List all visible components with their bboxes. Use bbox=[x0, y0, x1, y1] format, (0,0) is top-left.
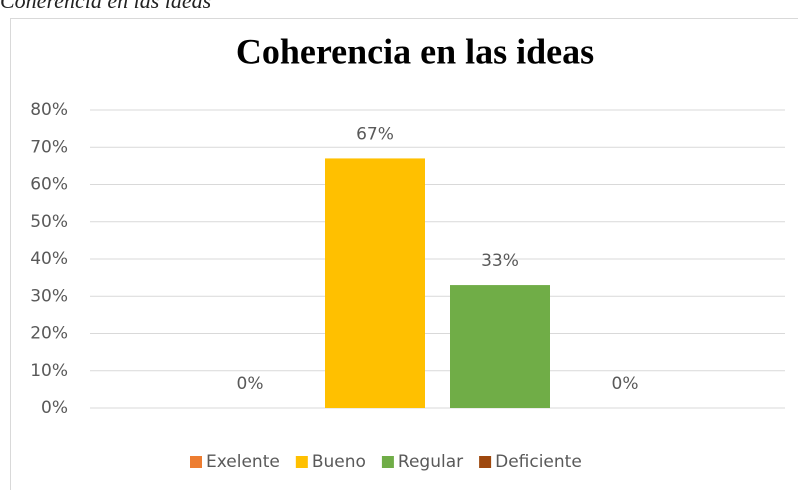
data-label: 33% bbox=[481, 251, 519, 271]
legend-label: Bueno bbox=[312, 452, 366, 472]
data-label: 0% bbox=[612, 374, 639, 394]
chart-title: Coherencia en las ideas bbox=[236, 31, 594, 71]
bar bbox=[325, 158, 425, 408]
legend-label: Exelente bbox=[206, 452, 280, 472]
y-tick-label: 50% bbox=[30, 212, 68, 232]
data-label: 67% bbox=[356, 124, 394, 144]
y-tick-label: 0% bbox=[41, 398, 68, 418]
y-tick-label: 10% bbox=[30, 361, 68, 381]
y-tick-label: 70% bbox=[30, 137, 68, 157]
legend-swatch bbox=[296, 456, 308, 468]
legend-label: Deficiente bbox=[495, 452, 582, 472]
legend-swatch bbox=[479, 456, 491, 468]
y-tick-label: 40% bbox=[30, 249, 68, 269]
y-tick-label: 80% bbox=[30, 100, 68, 120]
legend-label: Regular bbox=[398, 452, 463, 472]
y-tick-label: 30% bbox=[30, 286, 68, 306]
caption: Coherencia en las ideas bbox=[0, 0, 211, 13]
data-label: 0% bbox=[237, 374, 264, 394]
y-tick-label: 20% bbox=[30, 324, 68, 344]
bar bbox=[450, 285, 550, 408]
legend-swatch bbox=[382, 456, 394, 468]
y-tick-label: 60% bbox=[30, 175, 68, 195]
legend-swatch bbox=[190, 456, 202, 468]
